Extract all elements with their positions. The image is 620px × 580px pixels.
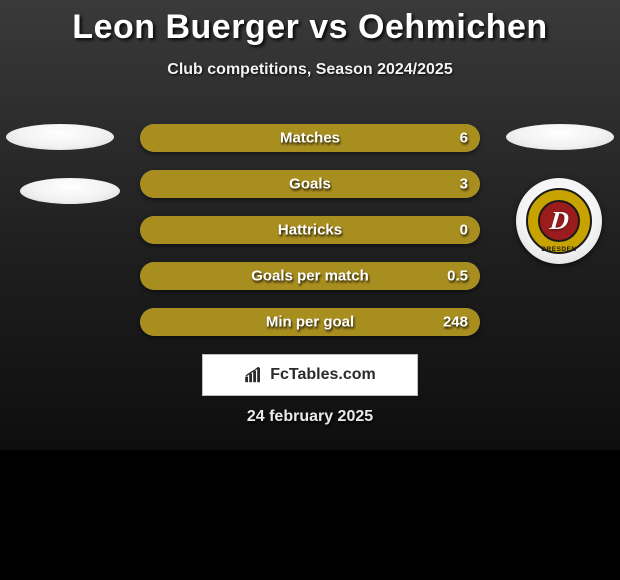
stat-label: Min per goal [266,314,354,331]
stat-value-right: 6 [460,130,468,147]
stat-value-right: 3 [460,176,468,193]
stat-row: Min per goal 248 [140,308,480,336]
stat-row: Goals 3 [140,170,480,198]
club-badge-outer-ring: D DRESDEN [526,188,592,254]
player-left-badge-bottom [20,178,120,204]
footer-date: 24 february 2025 [247,408,373,426]
source-label: FcTables.com [270,366,376,384]
stat-row: Goals per match 0.5 [140,262,480,290]
club-badge-inner-disc: D [538,200,580,242]
player-right-badge-top [506,124,614,150]
stat-label: Goals [289,176,331,193]
stat-value-right: 0.5 [447,268,468,285]
stats-container: Matches 6 Goals 3 Hattricks 0 Goals per match 0… [140,124,480,354]
stat-value-right: 0 [460,222,468,239]
stat-row: Hattricks 0 [140,216,480,244]
bar-chart-icon [244,367,264,383]
stat-label: Hattricks [278,222,342,239]
club-badge-ring-text: DRESDEN [541,246,576,253]
club-badge-dresden: D DRESDEN [516,178,602,264]
club-badge-letter: D [548,206,570,236]
subtitle: Club competitions, Season 2024/2025 [0,61,620,79]
stat-value-right: 248 [443,314,468,331]
stat-label: Goals per match [251,268,369,285]
comparison-card: Leon Buerger vs Oehmichen Club competiti… [0,0,620,450]
player-left-badge-top [6,124,114,150]
stat-label: Matches [280,130,340,147]
page-title: Leon Buerger vs Oehmichen [0,0,620,47]
source-box[interactable]: FcTables.com [202,354,418,396]
stat-row: Matches 6 [140,124,480,152]
